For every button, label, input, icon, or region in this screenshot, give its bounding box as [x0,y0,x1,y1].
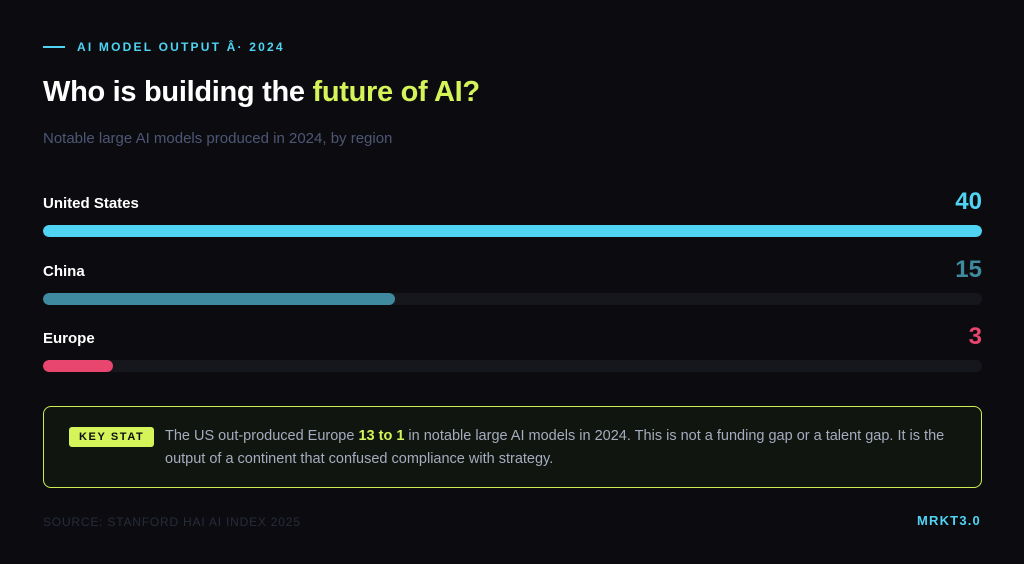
eyebrow-text: AI MODEL OUTPUT Â· 2024 [77,40,285,54]
bar-track-europe [43,360,982,372]
bar-value-united-states: 40 [955,188,982,215]
key-stat-text: The US out-produced Europe 13 to 1 in no… [165,425,953,471]
bar-row-china: China 15 [43,254,982,322]
bar-track-united-states [43,225,982,237]
eyebrow: AI MODEL OUTPUT Â· 2024 [43,40,285,54]
brand-logo: MRKT3.0 [916,513,981,528]
bar-track-china [43,292,982,305]
key-stat-text-before: The US out-produced Europe [165,428,359,444]
bar-label-china: China [43,262,85,280]
bar-label-united-states: United States [43,195,139,212]
title-prefix: Who is building the [43,76,313,108]
key-stat-callout: KEY STAT The US out-produced Europe 13 t… [43,406,982,488]
key-stat-highlight: 13 to 1 [358,428,405,444]
page-title: Who is building the future of AI? [43,76,480,109]
bar-fill-united-states [43,225,982,237]
bar-row-europe: Europe 3 [43,321,982,389]
key-stat-badge: KEY STAT [69,427,155,447]
bar-chart: United States 40 China 15 Europe 3 [43,186,982,389]
bar-label-europe: Europe [43,330,95,347]
bar-row-united-states: United States 40 [43,186,982,254]
source-note: SOURCE: STANFORD HAI AI INDEX 2025 [43,515,301,529]
bar-fill-china [43,292,396,305]
bar-value-china: 15 [955,255,982,283]
eyebrow-line [43,46,65,48]
bar-fill-europe [43,360,114,372]
bar-value-europe: 3 [968,323,982,350]
subtitle: Notable large AI models produced in 2024… [43,130,393,147]
title-highlight: future of AI? [312,76,480,108]
key-stat-text-after: in notable large AI models in 2024. This… [165,428,945,467]
